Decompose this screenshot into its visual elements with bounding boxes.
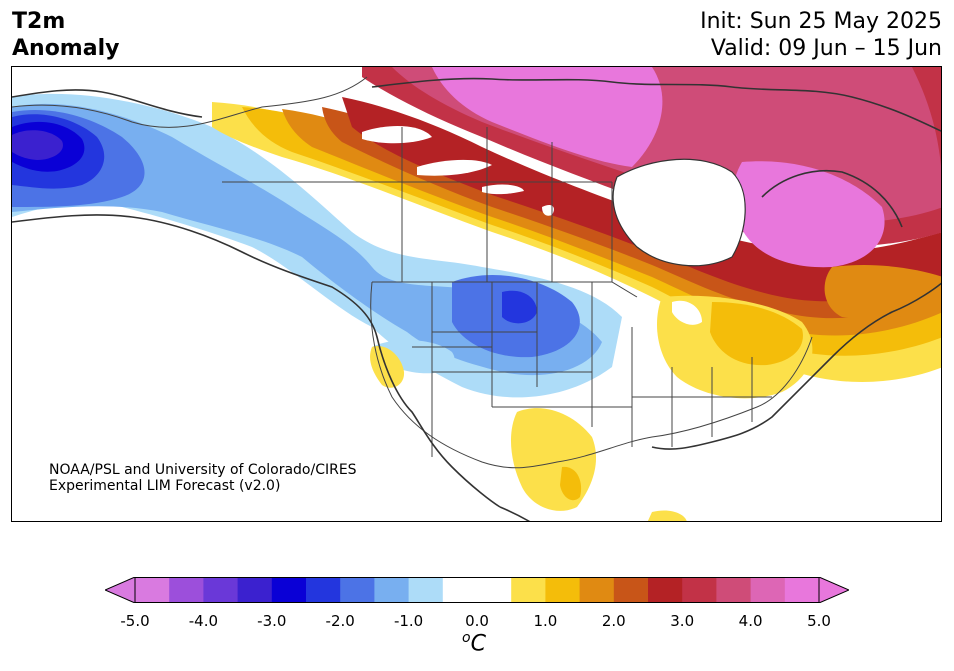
hudson-bay (612, 158, 746, 267)
unit-super: o (462, 630, 471, 646)
colorbar-tick-label: -4.0 (188, 612, 219, 630)
date-info: Init: Sun 25 May 2025 Valid: 09 Jun – 15… (700, 8, 942, 62)
init-date: Init: Sun 25 May 2025 (700, 9, 942, 34)
colorbar-swatch (237, 577, 273, 603)
colorbar-swatch (682, 577, 717, 603)
colorbar-tick-label: -2.0 (325, 612, 355, 630)
southwest-warm (370, 346, 687, 521)
colorbar-tick-label: -5.0 (120, 612, 150, 630)
colorbar-tick-label: 0.0 (465, 612, 489, 630)
colorbar-swatch (442, 577, 478, 603)
colorbar-swatch (545, 577, 581, 603)
colorbar-swatch (511, 577, 546, 603)
colorbar-tick-label: 4.0 (738, 612, 763, 630)
colorbar-tick-label: 3.0 (670, 612, 695, 630)
credit-line-1: NOAA/PSL and University of Colorado/CIRE… (49, 462, 357, 478)
colorbar-over-arrow (818, 577, 849, 603)
colorbar-ticks: -5.0 -4.0 -3.0 -2.0 -1.0 0.0 1.0 2.0 3.0 4.0 5.0 (0, 612, 954, 632)
colorbar-swatch (750, 577, 786, 603)
alaska-cold-anomaly (12, 93, 622, 398)
unit-text: C (470, 631, 486, 657)
colorbar-tick-label: -1.0 (393, 612, 424, 630)
colorbar-swatch (271, 577, 307, 603)
colorbar (105, 577, 849, 603)
colorbar-under-arrow (105, 577, 136, 603)
credit-line-2: Experimental LIM Forecast (v2.0) (49, 478, 281, 494)
map-title: T2m Anomaly (12, 8, 119, 62)
colorbar-swatch (203, 577, 239, 603)
colorbar-swatch (306, 577, 341, 603)
map-canvas (12, 67, 941, 521)
colorbar-swatch (135, 577, 170, 603)
colorbar-tick-label: 2.0 (601, 612, 626, 630)
colorbar-swatch (716, 577, 752, 603)
colorbar-swatch (613, 577, 649, 603)
colorbar-swatch (340, 577, 375, 603)
colorbar-swatch (784, 577, 820, 603)
colorbar-tick-label: 1.0 (533, 612, 558, 630)
colorbar-swatch (374, 577, 410, 603)
colorbar-border (134, 577, 820, 603)
colorbar-tick-label: -3.0 (257, 612, 287, 630)
colorbar-swatch (579, 577, 615, 603)
valid-date: Valid: 09 Jun – 15 Jun (710, 36, 942, 61)
borders (12, 76, 813, 469)
unit-label: oC (462, 630, 486, 656)
title-line-2: Anomaly (12, 36, 120, 61)
colorbar-swatch (477, 577, 512, 603)
credit-text: NOAA/PSL and University of Colorado/CIRE… (49, 462, 357, 494)
colorbar-swatch (169, 577, 204, 603)
title-line-1: T2m (12, 9, 66, 34)
colorbar-tick-label: 5.0 (807, 612, 831, 630)
coastlines (12, 77, 941, 521)
anomaly-map (11, 66, 942, 522)
colorbar-swatch (648, 577, 683, 603)
lakes (362, 125, 702, 325)
colorbar-swatch (408, 577, 444, 603)
